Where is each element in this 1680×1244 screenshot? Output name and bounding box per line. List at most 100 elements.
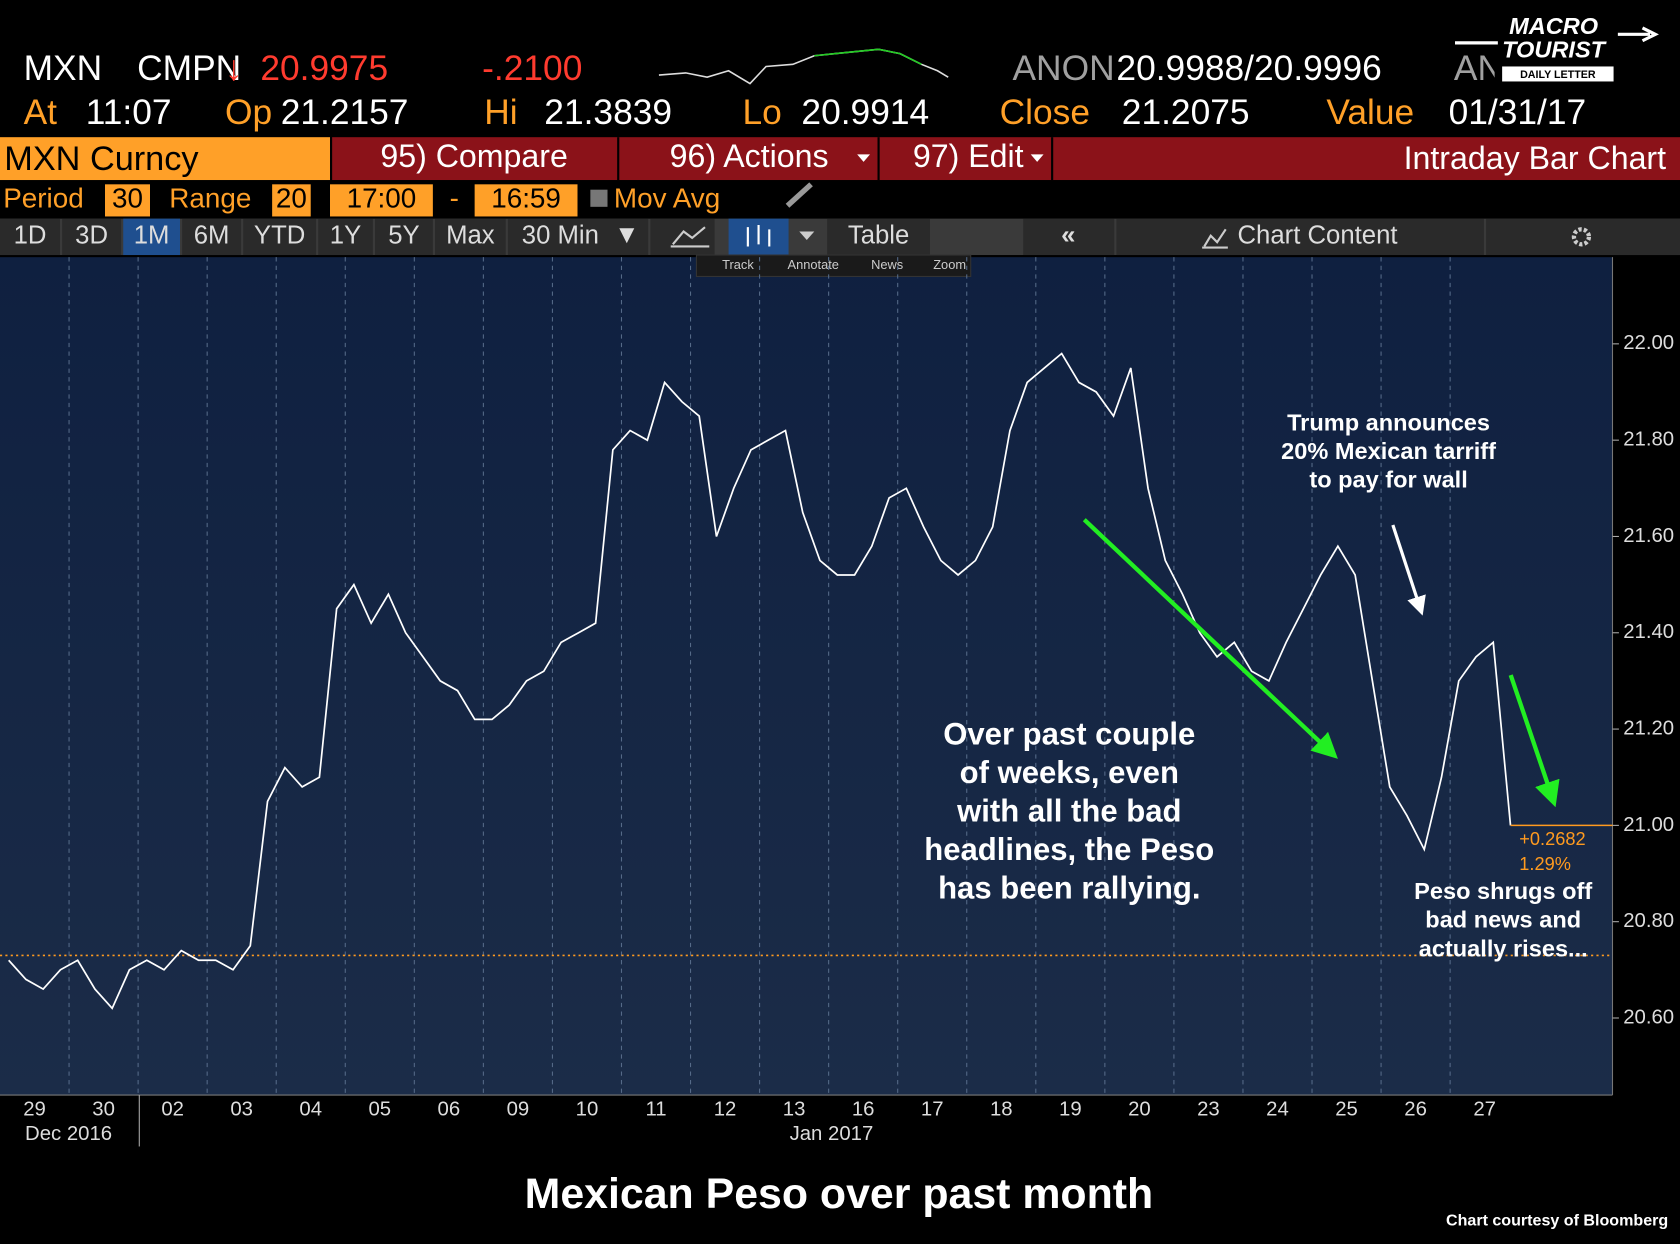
button-label: 1D [14, 222, 47, 250]
button-label: Chart Content [1238, 222, 1398, 250]
x-tick-label: 24 [1266, 1098, 1289, 1120]
value: 21.2157 [281, 93, 409, 132]
annotation: Peso shrugs off [1414, 878, 1592, 904]
annotation: Trump announces [1287, 410, 1490, 436]
x-tick-label: 23 [1197, 1098, 1220, 1120]
separator: - [450, 183, 459, 214]
label: Period [3, 183, 84, 214]
x-tick-label: 20 [1128, 1098, 1151, 1120]
x-tick-label: 04 [299, 1098, 322, 1120]
value: 01/31/17 [1449, 93, 1587, 132]
bid-ask: 20.9988/20.9996 [1116, 49, 1381, 88]
y-tick-label: 21.80 [1623, 429, 1674, 451]
label: Close [1000, 93, 1090, 132]
x-tick-label: 06 [438, 1098, 461, 1120]
arrow: ↓ [225, 49, 243, 88]
button[interactable] [827, 218, 930, 256]
button[interactable] [318, 218, 373, 256]
y-tick-label: 21.00 [1623, 814, 1674, 836]
x-group-label: Jan 2017 [790, 1123, 874, 1145]
menu-item[interactable]: 97) Edit [913, 138, 1024, 174]
svg-text:«: « [1061, 222, 1075, 250]
x-tick-label: 11 [645, 1098, 666, 1120]
quote-header: MXN CMPN ↓ 20.9975 -.2100 ANON 20.9988/2… [24, 48, 1587, 132]
label: At [24, 93, 58, 132]
value: 21.2075 [1122, 93, 1250, 132]
bid-source: ANON [1012, 49, 1114, 88]
menu-item[interactable]: 96) Actions [670, 138, 829, 174]
button[interactable] [62, 218, 122, 256]
tools: Track Annotate News Zoom [722, 257, 966, 272]
label: Mov Avg [614, 183, 720, 214]
credit: Chart courtesy of Bloomberg [1446, 1212, 1668, 1230]
price-line [8, 352, 1512, 1010]
button[interactable] [0, 218, 60, 256]
x-tick-label: 17 [921, 1098, 944, 1120]
change-label: +0.2682 [1519, 829, 1585, 849]
button[interactable] [123, 218, 180, 256]
field[interactable]: 20 [276, 183, 307, 214]
y-tick-label: 21.40 [1623, 621, 1674, 643]
button[interactable] [375, 218, 433, 256]
x-group-label: Dec 2016 [25, 1123, 112, 1145]
button[interactable] [435, 218, 506, 256]
net-change: -.2100 [482, 49, 582, 88]
logo: MACRO TOURIST DAILY LETTER [1455, 10, 1659, 88]
annotation: has been rallying. [938, 871, 1200, 906]
field[interactable]: 16:59 [491, 183, 561, 214]
x-tick-label: 10 [576, 1098, 599, 1120]
button[interactable] [1116, 218, 1484, 256]
y-tick-label: 20.60 [1623, 1006, 1674, 1028]
button-label: 5Y [388, 222, 419, 250]
x-tick-label: 25 [1335, 1098, 1358, 1120]
x-tick-label: 18 [990, 1098, 1013, 1120]
arrow [1082, 518, 1338, 759]
plot-area [0, 257, 1613, 1096]
button-label: 1M [134, 222, 170, 250]
button[interactable] [1486, 218, 1680, 256]
last-price: 20.9975 [260, 49, 388, 88]
field[interactable]: 17:00 [347, 183, 417, 214]
y-tick-label: 22.00 [1623, 332, 1674, 354]
menu-bar [332, 137, 1680, 181]
button[interactable] [243, 218, 317, 256]
change-label: 1.29% [1519, 854, 1571, 874]
x-tick-label: 03 [230, 1098, 253, 1120]
arrow [1391, 524, 1426, 616]
settings: Period 30 Range 20 17:00 - 16:59 Mov Avg [3, 182, 813, 217]
toolbar-buttons: 1D 3D 1M 6M YTD 1Y 5Y Max 30 Min [0, 218, 649, 256]
y-tick-label: 21.20 [1623, 717, 1674, 739]
button-label: 3D [75, 222, 108, 250]
tool[interactable]: Track [722, 257, 754, 272]
field[interactable]: 30 [112, 183, 143, 214]
button[interactable] [182, 218, 242, 256]
button[interactable] [650, 218, 715, 256]
value: 11:07 [86, 93, 172, 132]
logo-text: MACRO [1509, 13, 1598, 39]
button[interactable] [1023, 218, 1115, 256]
label: Range [169, 183, 251, 214]
x-tick-label: 29 [23, 1098, 46, 1120]
x-tick-label: 05 [368, 1098, 391, 1120]
tool[interactable]: News [871, 257, 903, 272]
x-tick-label: 27 [1473, 1098, 1496, 1120]
button-label: YTD [254, 222, 305, 250]
logo-text: DAILY LETTER [1520, 69, 1596, 81]
label: Lo [743, 93, 782, 132]
button-label: Max [446, 222, 495, 250]
x-tick-label: 13 [783, 1098, 806, 1120]
source: CMPN [137, 49, 241, 88]
tool[interactable]: Annotate [788, 257, 839, 272]
view-title: Intraday Bar Chart [1404, 140, 1667, 176]
caption: Mexican Peso over past month [525, 1170, 1154, 1218]
button-label: 6M [194, 222, 230, 250]
menu-item[interactable]: 95) Compare [380, 138, 567, 174]
ticker: MXN [24, 49, 103, 88]
label: Hi [484, 93, 517, 132]
button-label: 1Y [330, 222, 361, 250]
checkbox[interactable] [590, 189, 608, 207]
value: 20.9914 [801, 93, 929, 132]
tool[interactable]: Zoom [933, 257, 966, 272]
x-tick-label: 30 [92, 1098, 115, 1120]
annotation: actually rises... [1419, 936, 1588, 962]
